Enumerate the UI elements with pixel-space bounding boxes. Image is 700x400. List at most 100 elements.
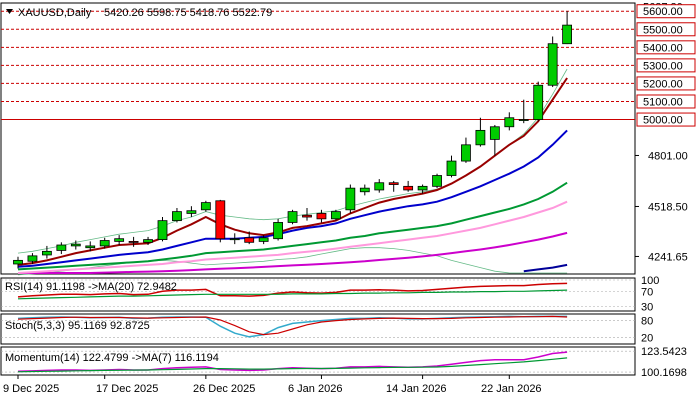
candle-body [229,238,240,241]
momentum-pane[interactable]: Momentum(14) 122.4799 ->MA(7) 116.1194 [0,346,636,376]
candle-body [273,222,284,240]
candle-body [70,243,81,247]
level-label-box [636,58,696,73]
rsi-pane[interactable]: RSI(14) 91.1198 ->MA(20) 72.9482 [0,277,636,312]
candle [258,235,269,245]
candle [489,124,500,156]
date-axis: 9 Dec 2025 17 Dec 2025 26 Dec 2025 6 Jan 20… [3,375,542,395]
candle [547,36,558,88]
candle-body [374,182,385,191]
candle [114,235,125,246]
date-tick-label: 17 Dec 2025 [96,383,158,395]
candle [56,242,67,255]
candle-body [287,211,298,223]
candle [359,184,370,196]
pane-tick-label: 100.1698 [641,367,687,379]
date-tick-label: 6 Jan 2026 [288,383,342,395]
candle-body [302,214,312,218]
pane-tick-label: 30 [641,301,653,313]
level-label: 5300.00 [643,60,683,72]
candle [229,233,240,245]
level-label: 5600.00 [643,6,683,18]
chart-header: XAUUSD,Daily 5420.26 5598.75 5418.76 552… [6,7,272,19]
candle-body [432,175,442,187]
ma-pink-line [17,200,568,274]
level-label-box [636,112,696,127]
stoch-pane[interactable]: Stoch(5,3,3) 95.1169 92.8725 [0,313,636,345]
ma-magenta-line [18,231,568,274]
candle-body [533,84,544,120]
momentum-title: Momentum(14) 122.4799 ->MA(7) 116.1194 [5,352,219,364]
candle-body [316,213,327,220]
candle [273,218,284,241]
level-label-box [636,22,696,37]
candles [13,11,572,269]
candle [403,180,414,192]
candle-body [562,24,572,45]
ema-short-line [17,77,568,266]
ema-mid-line [17,129,568,268]
level-label-box [636,76,696,91]
candle [417,184,428,194]
candle-body [330,211,341,220]
candle-body [186,210,197,214]
candle [244,231,255,245]
pane-tick-label: 100 [641,275,659,287]
candle [70,240,81,250]
candle [302,208,312,221]
candle-body [200,202,211,211]
date-tick-label: 14 Jan 2026 [386,383,447,395]
price-axis: 4241.654518.504801.005627.305600.005500.… [635,1,696,379]
candle [200,200,211,212]
candle-body [128,241,139,243]
candle-body [461,144,471,162]
rsi-lines [1,279,635,307]
price-tick-label: 4801.00 [648,150,688,162]
ma-navy-line [523,263,568,273]
candle-body [157,220,168,241]
date-tick-label: 26 Dec 2025 [193,383,255,395]
pane-tick-label: 20 [641,332,653,344]
level-label-box [636,4,696,19]
level-lines [1,10,635,121]
candle-body [13,259,23,265]
candle-body [504,117,515,128]
candle [186,206,197,218]
candle-body [215,200,226,240]
stoch-lines [1,315,635,338]
triangle-down-icon[interactable] [6,9,13,14]
candle-body [99,240,110,247]
candle [475,117,486,147]
pane-tick-label: 80 [641,316,653,328]
pane-tick-label: 123.5423 [641,346,687,358]
candle [316,209,327,223]
candle-body [172,211,182,222]
candle [99,237,110,249]
candle-body [345,187,356,211]
series-line-1 [17,315,568,336]
stoch-pane-frame [0,313,636,345]
main-price-pane[interactable]: XAUUSD,Daily 5420.26 5598.75 5418.76 552… [0,2,636,276]
candle-body [388,182,399,185]
main-pane-frame [0,2,636,275]
candle-body [547,43,558,86]
candle-body [475,129,486,146]
candle-body [359,187,370,193]
candle [85,241,96,252]
candle-body [403,185,414,191]
ema-long-line [17,181,568,271]
level-label: 5500.00 [643,24,683,36]
date-tick-label: 22 Jan 2026 [481,383,542,395]
candle-body [42,250,52,256]
stoch-title: Stoch(5,3,3) 95.1169 92.8725 [5,320,150,332]
candle [215,199,226,243]
candle [374,179,385,193]
candle [518,99,529,124]
candle-body [446,160,457,176]
candle-body [258,237,269,242]
candle-body [143,239,153,243]
pane-tick-label: 70 [641,286,653,298]
candle-body [56,244,67,251]
series-line-1 [17,357,568,373]
